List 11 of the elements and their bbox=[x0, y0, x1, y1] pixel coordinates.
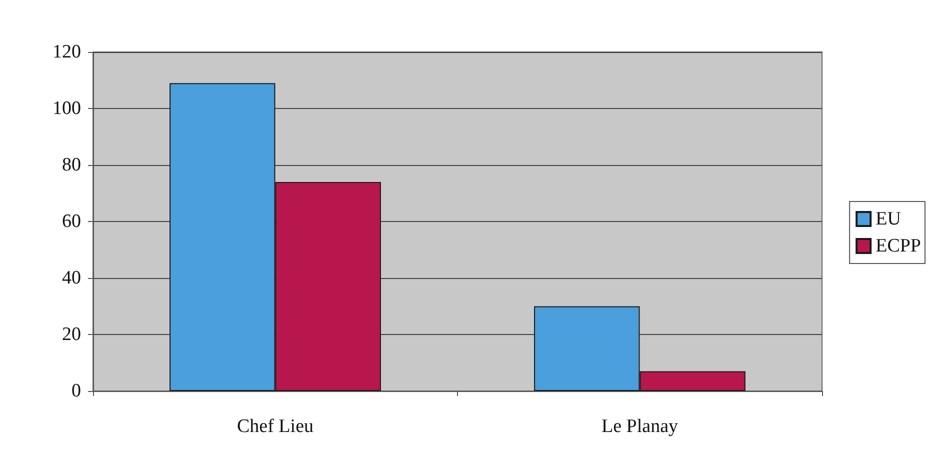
y-tick-label: 100 bbox=[52, 98, 81, 119]
x-tick-label: Le Planay bbox=[601, 416, 678, 437]
y-tick-label: 60 bbox=[62, 211, 81, 232]
legend-label: EU bbox=[876, 208, 902, 230]
y-tick-label: 20 bbox=[62, 324, 81, 345]
legend-label: ECPP bbox=[876, 236, 922, 256]
y-tick-label: 40 bbox=[62, 268, 81, 288]
x-tick-label: Chef Lieu bbox=[236, 416, 314, 437]
y-tick-label: 120 bbox=[52, 42, 81, 62]
y-tick-label: 80 bbox=[62, 154, 81, 176]
y-tick-label: 0 bbox=[72, 380, 81, 402]
